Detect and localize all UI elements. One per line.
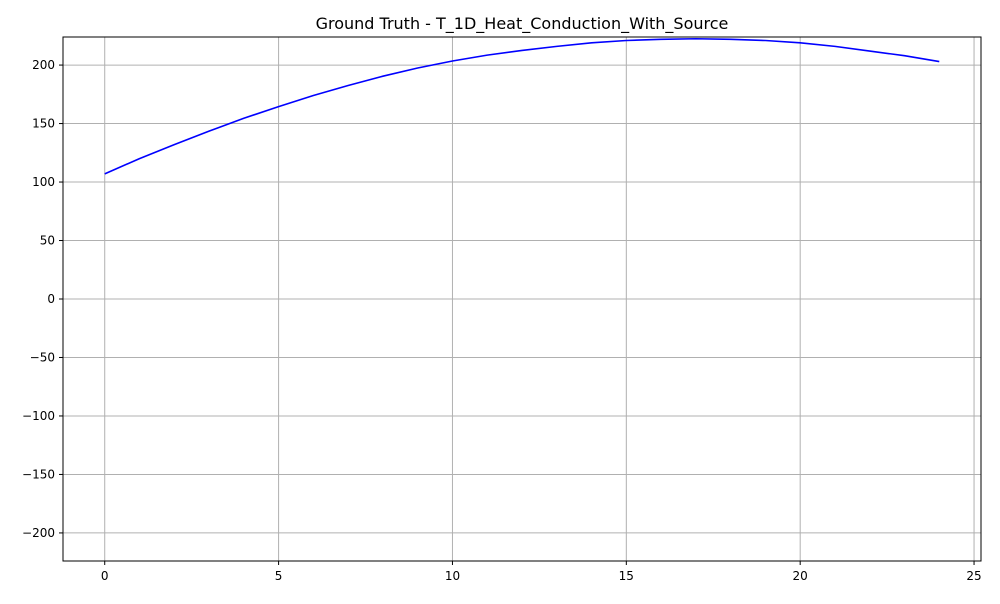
y-axis: −200 −150 −100 −50 0 50 100 150 200	[22, 58, 63, 540]
y-tick-label: 100	[32, 175, 55, 189]
series-layer	[104, 37, 940, 175]
x-axis: 0 5 10 15 20 25	[101, 561, 982, 583]
x-tick-label: 5	[275, 569, 283, 583]
chart-title: Ground Truth - T_1D_Heat_Conduction_With…	[316, 14, 729, 34]
grid	[63, 37, 981, 561]
series-line	[104, 37, 940, 175]
y-tick-label: 0	[47, 292, 55, 306]
y-tick-label: 200	[32, 58, 55, 72]
y-tick-label: −100	[22, 409, 55, 423]
y-tick-label: 50	[40, 234, 55, 248]
y-tick-label: −200	[22, 526, 55, 540]
x-tick-label: 20	[793, 569, 808, 583]
y-tick-label: −50	[30, 350, 55, 364]
x-tick-label: 25	[966, 569, 981, 583]
y-tick-label: 150	[32, 117, 55, 131]
x-tick-label: 0	[101, 569, 109, 583]
x-tick-label: 15	[619, 569, 634, 583]
y-tick-label: −150	[22, 467, 55, 481]
x-tick-label: 10	[445, 569, 460, 583]
